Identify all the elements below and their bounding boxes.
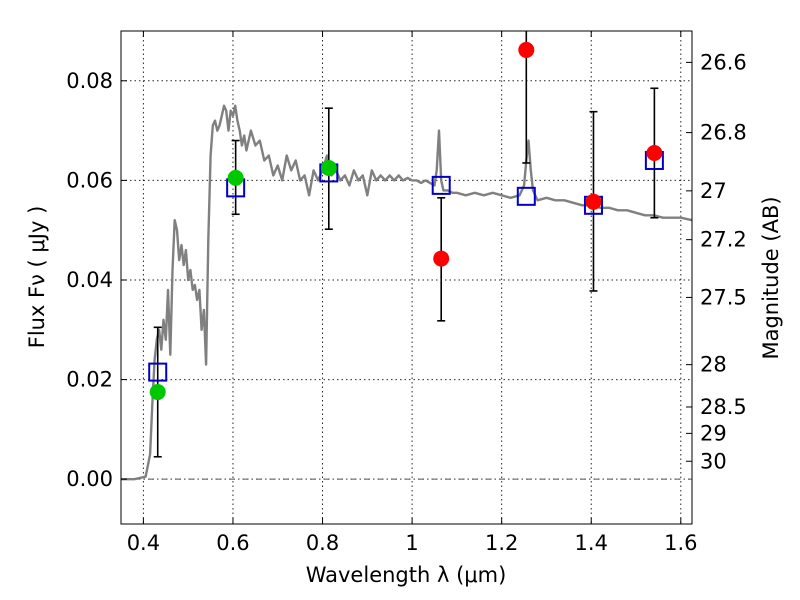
y2-tick-label: 26.8 — [700, 121, 747, 145]
x-tick-label: 0.8 — [306, 531, 339, 555]
y2-axis-label: Magnitude (AB) — [759, 196, 783, 359]
x-tick-label: 1.4 — [575, 531, 608, 555]
y2-tick-label: 26.6 — [700, 50, 747, 74]
y2-axis-ticks: 26.6 26.8 27 27.2 27.5 28 28.529 30 — [686, 50, 747, 473]
y-tick-label: 0.02 — [66, 368, 113, 392]
y-tick-label: 0.06 — [66, 168, 113, 192]
observed-flux-point — [433, 250, 450, 267]
y-axis-ticks: 0.00 0.02 0.04 0.06 0.08 — [66, 69, 127, 491]
model-spectrum-line — [121, 104, 693, 481]
observed-flux-point — [149, 384, 166, 401]
error-bars — [153, 31, 659, 458]
x-tick-label: 1.6 — [664, 531, 697, 555]
model-photometry-square — [431, 175, 451, 195]
y2-tick-label: 27.5 — [700, 285, 747, 309]
x-tick-label: 0.6 — [216, 531, 249, 555]
model-photometry-square — [148, 362, 168, 382]
y-tick-label: 0.08 — [66, 69, 113, 93]
x-tick-label: 0.4 — [127, 531, 160, 555]
observed-flux-point — [646, 145, 663, 162]
data-markers — [148, 41, 664, 401]
y2-tick-label: 29 — [700, 421, 727, 445]
x-tick-label: 1 — [405, 531, 418, 555]
y-tick-label: 0.04 — [66, 268, 113, 292]
model-photometry-square — [516, 186, 536, 206]
grid-lines — [121, 31, 692, 524]
y2-tick-label: 30 — [700, 449, 727, 473]
plot-frame — [120, 30, 693, 525]
observed-flux-point — [585, 193, 602, 210]
observed-flux-point — [320, 159, 337, 176]
x-axis-ticks: 0.4 0.6 0.8 1 1.2 1.4 1.6 — [127, 31, 698, 555]
plot-area — [121, 104, 693, 481]
y2-tick-label: 28.5 — [700, 395, 747, 419]
y2-tick-label: 27.2 — [700, 228, 747, 252]
y-tick-label: 0.00 — [66, 467, 113, 491]
y2-tick-label: 27 — [700, 179, 727, 203]
observed-flux-point — [518, 41, 535, 58]
y-axis-label: Flux Fν ( μJy ) — [25, 206, 49, 349]
x-axis-label: Wavelength λ (μm) — [306, 563, 507, 587]
observed-flux-point — [227, 169, 244, 186]
x-tick-label: 1.2 — [485, 531, 518, 555]
y2-tick-label: 28 — [700, 353, 727, 377]
